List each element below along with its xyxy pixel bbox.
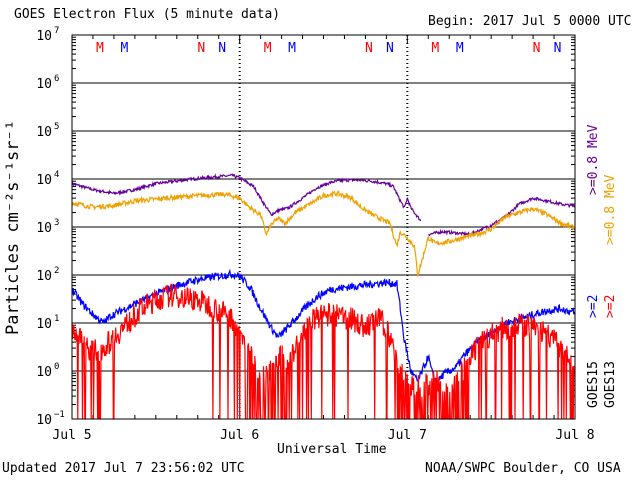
y-tick-exponent: 3 [54, 218, 59, 228]
marker-n: N [365, 41, 373, 56]
y-tick-exponent: 6 [54, 74, 59, 84]
series-goes13-2-mev [71, 283, 575, 420]
marker-n: N [218, 41, 226, 56]
marker-m: M [96, 41, 104, 56]
marker-n: N [554, 41, 562, 56]
series-goes13-0-8-mev [71, 190, 575, 277]
y-tick-exponent: 0 [54, 362, 59, 372]
chart-title: GOES Electron Flux (5 minute data) [14, 7, 281, 22]
plot-border [71, 34, 576, 420]
x-axis-title: Universal Time [277, 442, 387, 457]
y-tick-label: 10 [36, 29, 52, 44]
marker-m: M [120, 41, 128, 56]
y-tick-exponent: 4 [54, 170, 59, 180]
y-tick-label: 10 [36, 317, 52, 332]
marker-n: N [197, 41, 205, 56]
series-group [71, 173, 576, 420]
marker-n: N [386, 41, 394, 56]
x-tick-label: Jul 6 [220, 428, 259, 443]
y-axis-title: Particles cm⁻²s⁻¹sr⁻¹ [3, 120, 23, 335]
y-tick-exponent: 7 [54, 26, 59, 36]
series-goes15-0-8-mev [71, 173, 422, 222]
x-tick-label: Jul 5 [52, 428, 91, 443]
x-tick-label: Jul 8 [555, 428, 594, 443]
begin-time: Begin: 2017 Jul 5 0000 UTC [428, 14, 632, 29]
y-tick-label: 10 [36, 221, 52, 236]
legend-goes15-08: >=0.8 MeV [586, 124, 601, 195]
series-goes15-0-8-mev-cont [428, 196, 576, 237]
y-tick-label: 10 [36, 173, 52, 188]
x-tick-labels: Jul 5 Jul 6 Jul 7 Jul 8 [52, 428, 594, 443]
y-tick-label: 10 [36, 365, 52, 380]
y-tick-label: 10 [36, 77, 52, 92]
credit-text: NOAA/SWPC Boulder, CO USA [425, 461, 621, 476]
y-tick-label: 10 [36, 413, 52, 428]
y-tick-label: 10 [36, 269, 52, 284]
y-tick-label: 10 [36, 125, 52, 140]
plot-frame [71, 34, 576, 420]
y-tick-exponent: 2 [54, 266, 59, 276]
legend-goes13-08: >=0.8 MeV [603, 174, 618, 245]
y-tick-exponent: 1 [54, 314, 59, 324]
legend-goes15-2: >=2 [586, 294, 601, 318]
legend-goes13: GOES13 [603, 361, 618, 408]
legend-goes15: GOES15 [586, 361, 601, 408]
marker-n: N [533, 41, 541, 56]
marker-m: M [431, 41, 439, 56]
y-tick-exponent: −1 [54, 410, 65, 420]
y-tick-exponent: 5 [54, 122, 59, 132]
marker-m: M [288, 41, 296, 56]
updated-timestamp: Updated 2017 Jul 7 23:56:02 UTC [2, 461, 245, 476]
marker-m: M [264, 41, 272, 56]
x-tick-label: Jul 7 [388, 428, 427, 443]
legend-goes13-2: >=2 [603, 294, 618, 318]
marker-m: M [456, 41, 464, 56]
